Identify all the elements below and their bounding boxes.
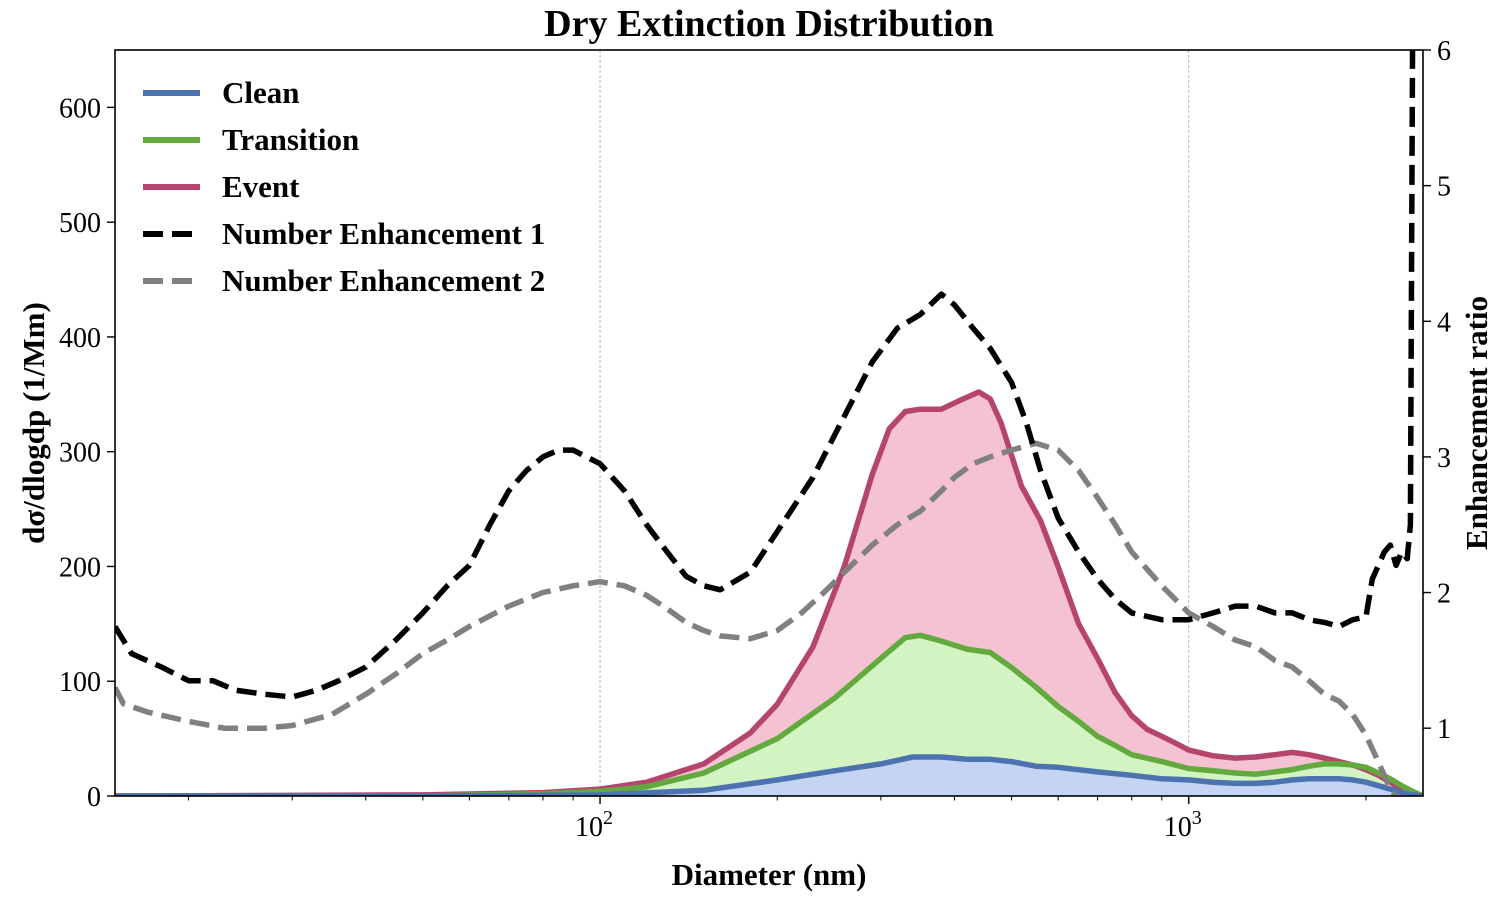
y2-tick-label-6: 6 [1437, 36, 1451, 67]
series-lines [115, 50, 1423, 796]
y2-axis-ticks: 1 2 3 4 5 6 [1423, 36, 1451, 745]
y-tick-label-600: 600 [59, 93, 101, 124]
y2-tick-label-1: 1 [1437, 714, 1451, 745]
number-enhancement-2-line [115, 440, 1400, 796]
plot-background [115, 50, 1423, 796]
x-axis-ticks: 102 103 [188, 796, 1367, 843]
x-axis-label: Diameter (nm) [672, 857, 867, 892]
y-tick-label-200: 200 [59, 552, 101, 583]
transition-line [115, 632, 1423, 796]
legend-label-transition: Transition [222, 122, 359, 157]
legend-label-clean: Clean [222, 75, 300, 110]
y-tick-label-400: 400 [59, 323, 101, 354]
y-axis-ticks: 0 100 200 300 400 500 600 [59, 93, 115, 813]
y2-tick-label-5: 5 [1437, 172, 1451, 203]
y-tick-label-0: 0 [87, 782, 101, 813]
legend: Clean Transition Event Number Enhancement 1… [143, 75, 545, 298]
y-tick-label-100: 100 [59, 667, 101, 698]
area-fills [115, 392, 1423, 796]
legend-label-number-enhancement-2: Number Enhancement 2 [222, 263, 545, 298]
y2-tick-label-3: 3 [1437, 443, 1451, 474]
y2-axis-label: Enhancement ratio [1459, 296, 1494, 550]
event-area-fill [115, 392, 1423, 796]
x-gridlines [599, 50, 1190, 796]
clean-line [115, 754, 1423, 796]
x-tick-label-1000: 103 [1164, 807, 1202, 843]
y-tick-label-500: 500 [59, 208, 101, 239]
y-tick-label-300: 300 [59, 438, 101, 469]
y-axis-label: dσ/dlogdp (1/Mm) [16, 302, 51, 544]
number-enhancement-1-line [115, 50, 1416, 700]
chart-title: Dry Extinction Distribution [544, 3, 994, 45]
x-tick-label-100: 102 [575, 807, 613, 843]
clean-area-fill [115, 757, 1423, 796]
transition-area-fill [115, 635, 1423, 796]
y2-tick-label-2: 2 [1437, 579, 1451, 610]
event-line [115, 389, 1423, 796]
plot-frame [114, 49, 1424, 797]
legend-label-number-enhancement-1: Number Enhancement 1 [222, 216, 545, 251]
legend-label-event: Event [222, 169, 300, 204]
y2-tick-label-4: 4 [1437, 307, 1451, 338]
